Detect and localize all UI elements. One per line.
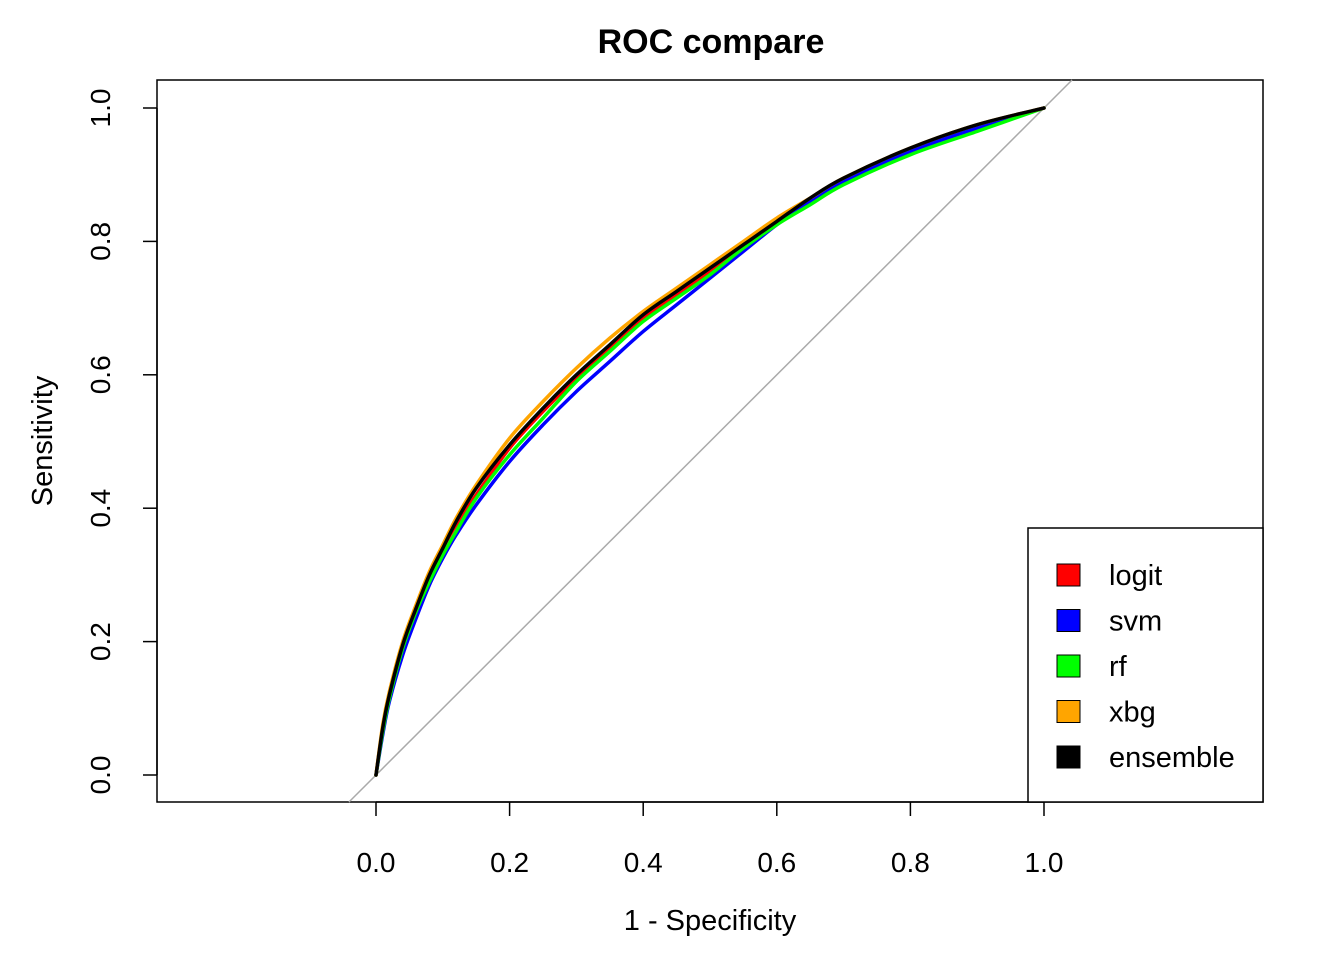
legend-label-ensemble: ensemble (1109, 742, 1235, 774)
legend-label-svm: svm (1109, 606, 1162, 638)
legend-swatch-logit (1056, 563, 1081, 587)
reference-diagonal (348, 79, 1073, 803)
x-axis-label: 1 - Specificity (624, 905, 797, 937)
legend-swatch-ensemble (1056, 745, 1081, 769)
legend-swatch-rf (1056, 654, 1081, 678)
legend-label-xbg: xbg (1109, 697, 1156, 729)
y-tick-label: 0.6 (85, 355, 116, 394)
x-tick-label: 0.2 (490, 847, 529, 878)
series-line-ensemble (374, 106, 1046, 777)
legend-label-logit: logit (1109, 560, 1162, 592)
x-tick-label: 1.0 (1025, 847, 1064, 878)
legend: logit svm rf xbg ensemble (1027, 527, 1264, 803)
y-tick-label: 0.4 (85, 489, 116, 528)
y-tick-label: 0.2 (85, 622, 116, 661)
chart-title: ROC compare (598, 23, 825, 61)
legend-label-rf: rf (1109, 651, 1128, 683)
y-tick-label: 0.8 (85, 222, 116, 261)
x-tick-label: 0.4 (624, 847, 663, 878)
legend-swatch-xbg (1056, 700, 1081, 723)
y-tick-label: 0.0 (85, 756, 116, 795)
legend-swatch-svm (1056, 609, 1081, 632)
x-tick-label: 0.8 (891, 847, 930, 878)
y-tick-label: 1.0 (85, 89, 116, 128)
y-axis-label: Sensitivity (27, 375, 59, 506)
series-line-svm (374, 106, 1046, 777)
x-tick-label: 0.6 (757, 847, 796, 878)
x-tick-label: 0.0 (357, 847, 396, 878)
